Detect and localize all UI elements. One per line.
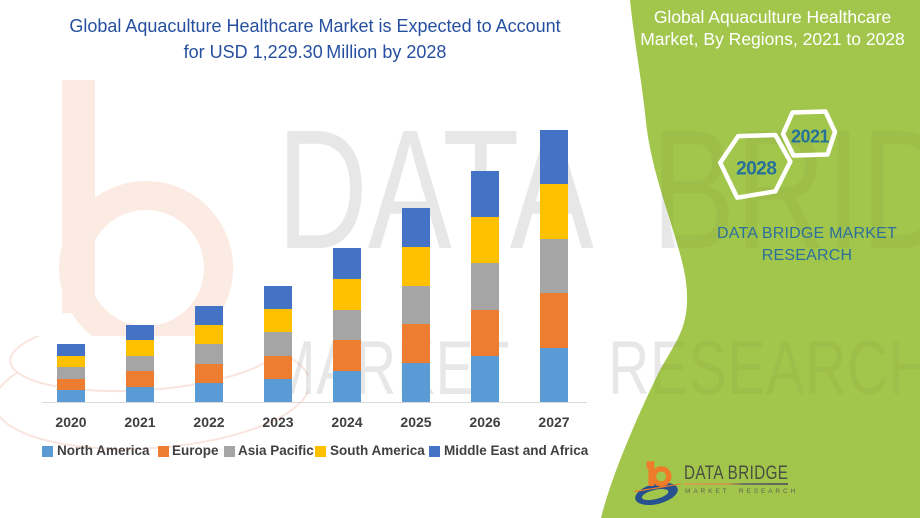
svg-text:2021: 2021 [791, 127, 830, 147]
svg-text:2028: 2028 [736, 159, 776, 180]
